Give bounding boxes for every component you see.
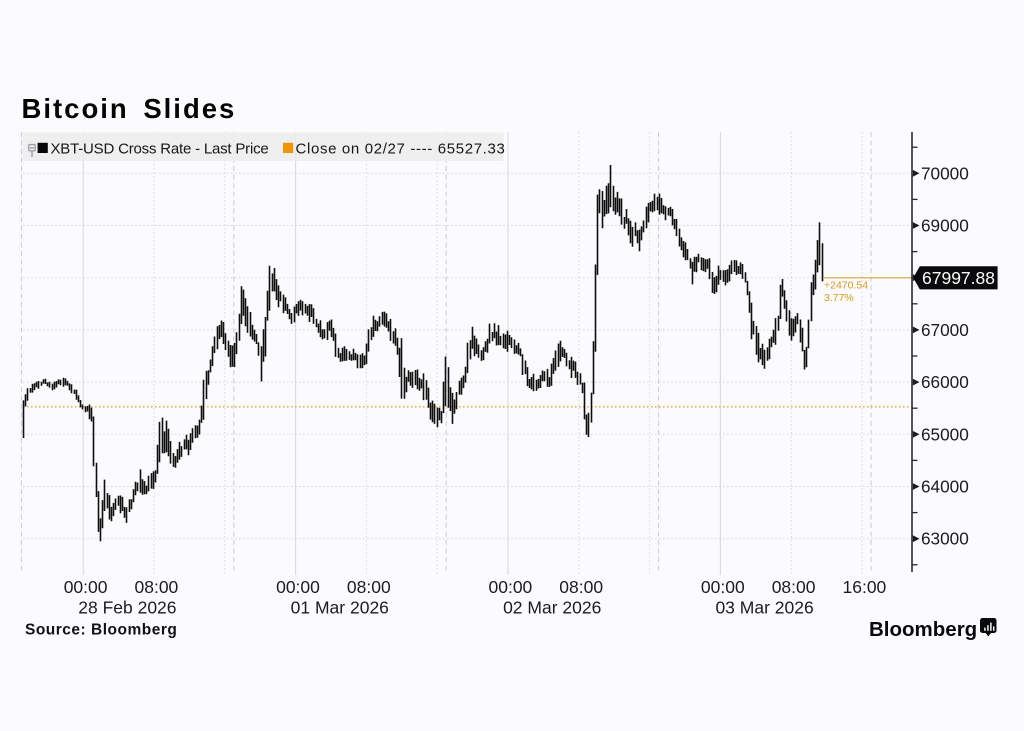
svg-text:64000: 64000 <box>921 477 969 497</box>
svg-text:Bitcoin Slides: Bitcoin Slides <box>22 93 237 124</box>
svg-text:67997.88: 67997.88 <box>922 268 995 288</box>
svg-text:08:00: 08:00 <box>772 577 816 597</box>
svg-text:67000: 67000 <box>921 320 969 340</box>
svg-text:69000: 69000 <box>921 216 969 236</box>
svg-text:00:00: 00:00 <box>701 577 745 597</box>
svg-text:00:00: 00:00 <box>489 577 533 597</box>
svg-text:00:00: 00:00 <box>64 577 108 597</box>
svg-text:Bloomberg: Bloomberg <box>869 618 977 641</box>
svg-text:XBT-USD Cross Rate - Last Pric: XBT-USD Cross Rate - Last Price <box>51 141 269 158</box>
svg-text:65000: 65000 <box>921 424 969 444</box>
svg-text:3.77%: 3.77% <box>824 292 854 304</box>
svg-text:00:00: 00:00 <box>276 577 320 597</box>
svg-text:03 Mar 2026: 03 Mar 2026 <box>715 598 813 618</box>
svg-text:63000: 63000 <box>921 529 969 549</box>
svg-text:08:00: 08:00 <box>135 577 179 597</box>
svg-text:Source: Bloomberg: Source: Bloomberg <box>25 622 177 639</box>
svg-text:66000: 66000 <box>921 372 969 392</box>
svg-text:+2470.54: +2470.54 <box>824 279 868 291</box>
svg-text:08:00: 08:00 <box>347 577 391 597</box>
svg-text:70000: 70000 <box>921 163 969 183</box>
svg-text:Close on 02/27 ---- 65527.33: Close on 02/27 ---- 65527.33 <box>296 141 506 158</box>
svg-text:08:00: 08:00 <box>559 577 603 597</box>
svg-text:16:00: 16:00 <box>843 577 887 597</box>
svg-text:02 Mar 2026: 02 Mar 2026 <box>503 598 601 618</box>
svg-text:01 Mar 2026: 01 Mar 2026 <box>291 598 389 618</box>
svg-text:28 Feb 2026: 28 Feb 2026 <box>78 598 176 618</box>
